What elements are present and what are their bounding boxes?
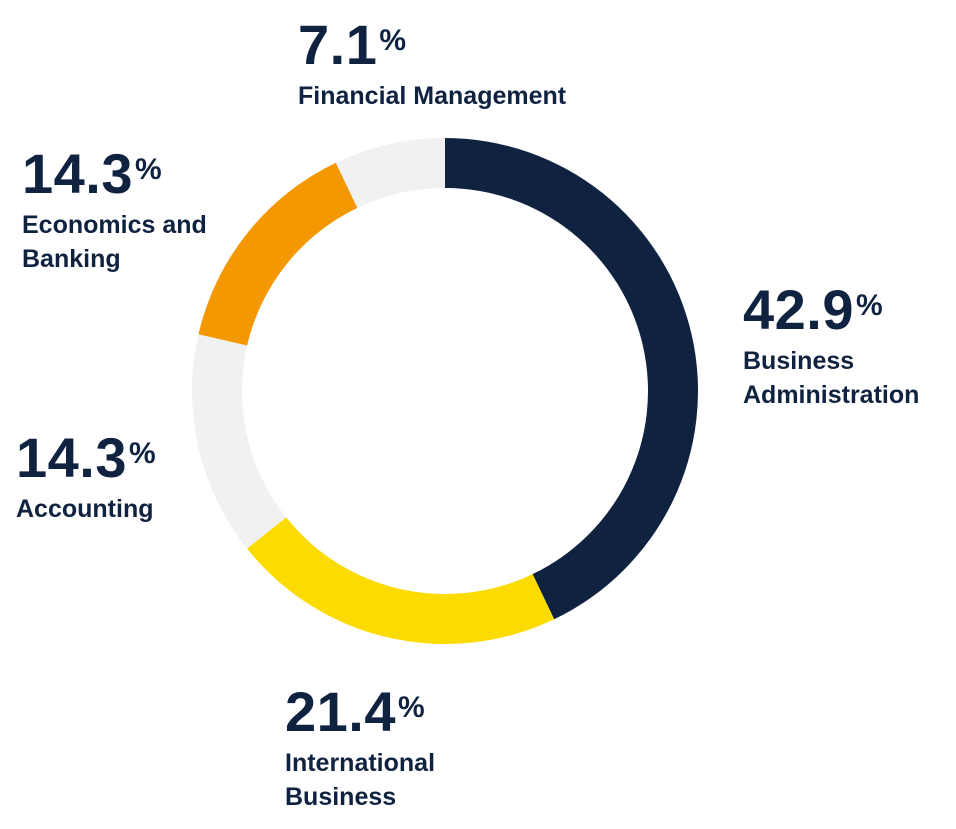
slice-financial-management <box>335 138 445 208</box>
name-accounting: Accounting <box>16 495 154 523</box>
label-economics-and-banking: 14.3% Economics and Banking <box>22 146 207 276</box>
pct-accounting: 14.3% <box>16 426 157 489</box>
label-financial-management: 7.1% Financial Management <box>298 17 566 113</box>
name-financial-management: Financial Management <box>298 82 567 110</box>
slice-international-business <box>247 517 555 644</box>
pct-economics-and-banking: 14.3% <box>22 142 163 205</box>
slice-accounting <box>191 334 287 549</box>
pct-business-administration: 42.9% <box>743 278 884 341</box>
slice-economics-and-banking <box>198 162 358 346</box>
name-international-business: International Business <box>285 749 436 811</box>
label-accounting: 14.3% Accounting <box>16 430 156 526</box>
name-economics-and-banking: Economics and Banking <box>22 211 207 273</box>
label-international-business: 21.4% International Business <box>285 684 435 814</box>
slice-business-administration <box>445 138 699 620</box>
pct-financial-management: 7.1% <box>298 13 407 76</box>
label-business-administration: 42.9% Business Administration <box>743 282 919 412</box>
pct-international-business: 21.4% <box>285 680 426 743</box>
name-business-administration: Business Administration <box>743 347 920 409</box>
